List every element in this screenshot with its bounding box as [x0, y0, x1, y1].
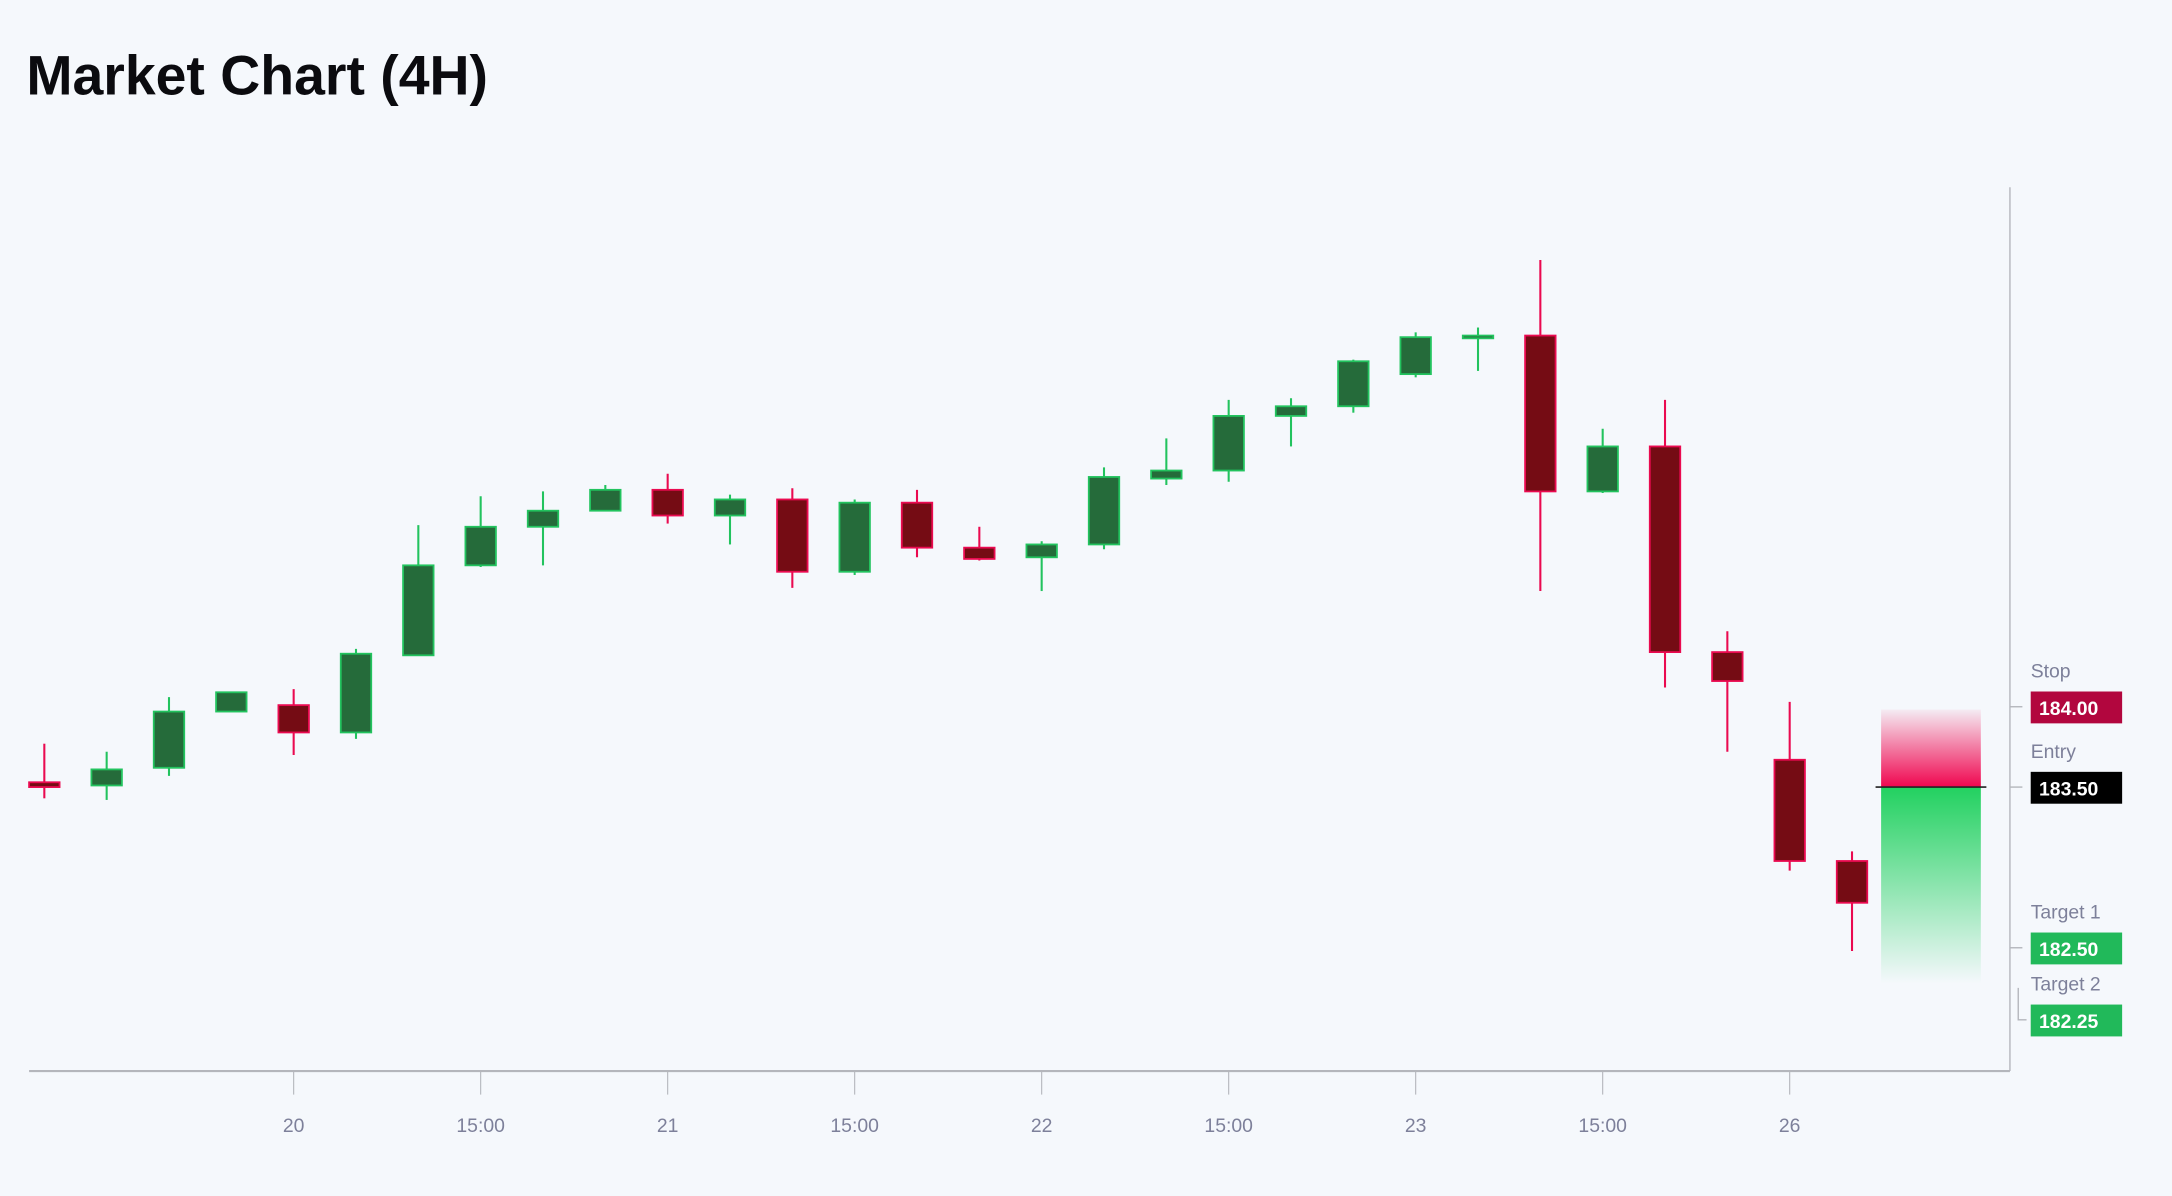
level-value: 184.00	[2039, 698, 2098, 720]
candle-body	[1025, 543, 1058, 559]
candle-body	[464, 525, 497, 567]
level-label: Stop	[2031, 661, 2071, 683]
candle-body	[152, 710, 186, 769]
candle	[1711, 631, 1744, 752]
candle	[526, 491, 560, 566]
candle	[464, 496, 497, 567]
candle	[1212, 399, 1245, 482]
candle	[28, 743, 61, 799]
candle	[1461, 327, 1495, 371]
candle-body	[1461, 334, 1495, 340]
candle	[90, 751, 123, 800]
x-tick-label: 21	[657, 1115, 679, 1137]
reward-zone	[1881, 787, 1981, 984]
candle	[713, 494, 747, 545]
candle-body	[589, 488, 622, 512]
candle	[1835, 851, 1869, 951]
x-tick-label: 22	[1031, 1115, 1053, 1137]
candle-body	[838, 501, 871, 573]
level-value: 182.25	[2039, 1011, 2098, 1033]
level-label: Target 1	[2031, 902, 2101, 924]
candle-body	[651, 488, 684, 517]
candle	[1337, 359, 1370, 413]
candle-body	[1087, 476, 1121, 546]
level-label: Entry	[2031, 741, 2077, 763]
level-badge	[2030, 932, 2123, 965]
x-tick-label: 15:00	[456, 1115, 505, 1137]
level-entry: Entry 183.50	[2009, 741, 2123, 804]
candle	[215, 691, 248, 713]
x-tick-label: 26	[1779, 1115, 1801, 1137]
candle-body	[1773, 758, 1806, 862]
candle-body	[526, 509, 560, 528]
candle	[1648, 399, 1682, 688]
candle-body	[1274, 405, 1308, 417]
candle-body	[776, 498, 809, 573]
candle	[1399, 332, 1432, 378]
candle	[963, 526, 996, 561]
candle	[651, 473, 684, 524]
candle	[339, 648, 373, 739]
x-tick-label: 23	[1405, 1115, 1427, 1137]
candle-body	[1524, 334, 1557, 493]
candle-body	[277, 704, 310, 734]
candle	[1773, 701, 1806, 871]
candle	[900, 489, 934, 558]
candle-body	[1648, 445, 1682, 654]
candle-body	[963, 546, 996, 560]
candle-body	[1212, 415, 1245, 472]
level-value: 183.50	[2039, 778, 2098, 800]
level-target2: Target 2 182.25	[2017, 974, 2123, 1037]
x-tick-label: 15:00	[1204, 1115, 1253, 1137]
chart-title: Market Chart (4H)	[26, 44, 488, 106]
candle-body	[28, 781, 61, 788]
candle-body	[1586, 445, 1619, 493]
level-value: 182.50	[2039, 939, 2098, 961]
level-label: Target 2	[2031, 974, 2101, 996]
candle	[1025, 541, 1058, 592]
candle	[1150, 438, 1183, 485]
candle-body	[90, 768, 123, 787]
x-tick-label: 15:00	[1578, 1115, 1627, 1137]
level-badge	[2030, 1004, 2123, 1037]
candle-body	[1337, 360, 1370, 408]
level-target1: Target 1 182.50	[2009, 902, 2123, 965]
level-tick	[2017, 987, 2027, 1021]
risk-zone	[1881, 709, 1981, 788]
candle	[1274, 398, 1308, 447]
candle-body	[1835, 860, 1869, 904]
x-tick-label: 20	[283, 1115, 305, 1137]
level-badge	[2030, 691, 2123, 724]
candle-body	[900, 501, 934, 549]
position-box	[1875, 709, 1987, 984]
level-badge	[2030, 771, 2123, 804]
candle-body	[215, 691, 248, 713]
level-stop: Stop 184.00	[2009, 661, 2123, 724]
candle-body	[1150, 469, 1183, 480]
candle-body	[402, 564, 435, 657]
x-tick-label: 15:00	[830, 1115, 879, 1137]
candle-body	[1399, 336, 1432, 376]
candle	[1087, 467, 1121, 550]
candle	[402, 525, 435, 657]
candle-body	[1711, 651, 1744, 682]
candle-body	[339, 652, 373, 734]
candle	[1524, 260, 1557, 592]
candle	[589, 484, 622, 512]
candle	[776, 488, 809, 588]
candle	[152, 697, 186, 776]
candle-body	[713, 498, 747, 517]
candle	[277, 689, 310, 755]
candle	[838, 499, 871, 575]
candle	[1586, 428, 1619, 494]
